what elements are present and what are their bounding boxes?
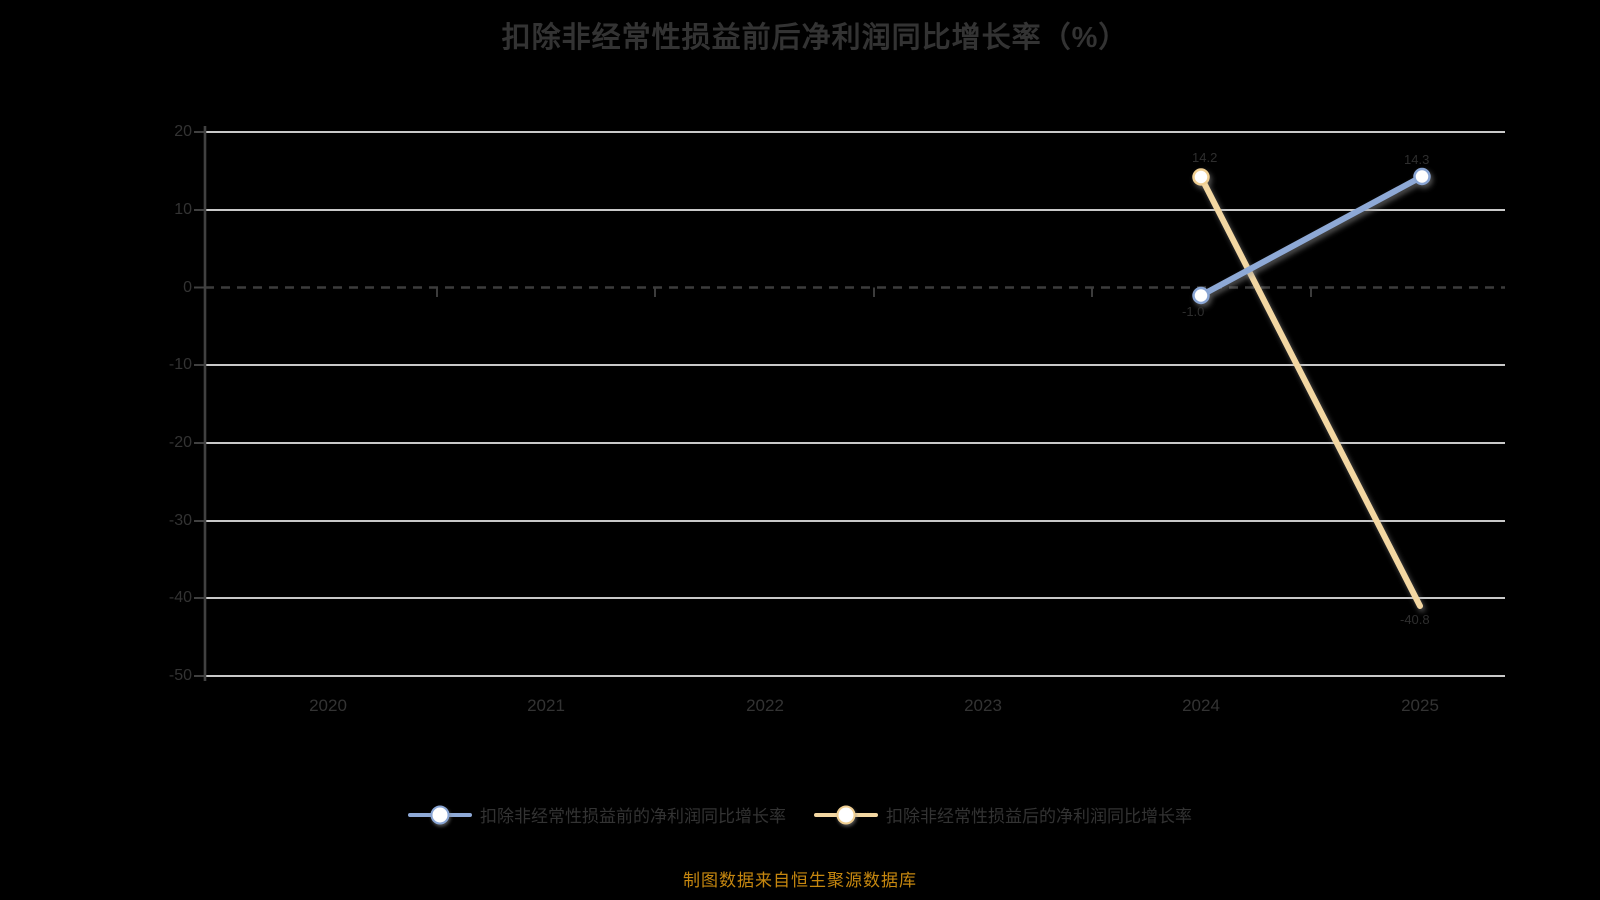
y-tick-10: 10 (174, 201, 192, 218)
x-axis-ticks (436, 287, 1312, 297)
y-tick-0: 0 (183, 278, 192, 296)
x-tick-2021: 2021 (527, 696, 565, 715)
chart-title: 扣除非经常性损益前后净利润同比增长率（%） (501, 22, 1129, 54)
y-tick-n50: -50 (168, 667, 192, 684)
x-tick-2025: 2025 (1401, 696, 1439, 715)
y-tick-20: 20 (174, 123, 192, 140)
y-tick-n20: -20 (168, 434, 192, 451)
data-label-blue-2024: -1.0 (1182, 304, 1205, 319)
x-tick-2022: 2022 (746, 696, 784, 715)
data-label-yellow-2025: -40.8 (1400, 612, 1430, 627)
legend-item-before-deduction: 扣除非经常性损益前的净利润同比增长率 (408, 802, 786, 827)
x-tick-2023: 2023 (964, 696, 1002, 715)
y-tick-n40: -40 (168, 589, 192, 606)
x-tick-2020: 2020 (309, 696, 347, 715)
data-label-yellow-2024: 14.2 (1192, 150, 1218, 165)
chart-legend: 扣除非经常性损益前的净利润同比增长率 扣除非经常性损益后的净利润同比增长率 (0, 802, 1600, 827)
series-line-before-deduction (1192, 167, 1431, 305)
y-tick-n30: -30 (168, 512, 192, 529)
legend-label-after-deduction: 扣除非经常性损益后的净利润同比增长率 (886, 807, 1192, 826)
marker-blue-2025 (1413, 167, 1431, 186)
gridlines (205, 131, 1505, 677)
marker-blue-2024 (1192, 286, 1210, 305)
data-label-blue-2025: 14.3 (1404, 152, 1430, 167)
legend-line-marker-yellow-icon (814, 804, 878, 826)
legend-item-after-deduction: 扣除非经常性损益后的净利润同比增长率 (814, 802, 1192, 827)
y-axis (194, 126, 207, 681)
legend-label-before-deduction: 扣除非经常性损益前的净利润同比增长率 (480, 807, 786, 826)
marker-yellow-2024 (1192, 168, 1210, 186)
x-tick-2024: 2024 (1182, 696, 1220, 715)
legend-line-marker-blue-icon (408, 804, 472, 826)
data-source-note: 制图数据来自恒生聚源数据库 (683, 871, 917, 890)
y-tick-n10: -10 (168, 356, 192, 373)
series-line-after-deduction (1192, 168, 1423, 609)
